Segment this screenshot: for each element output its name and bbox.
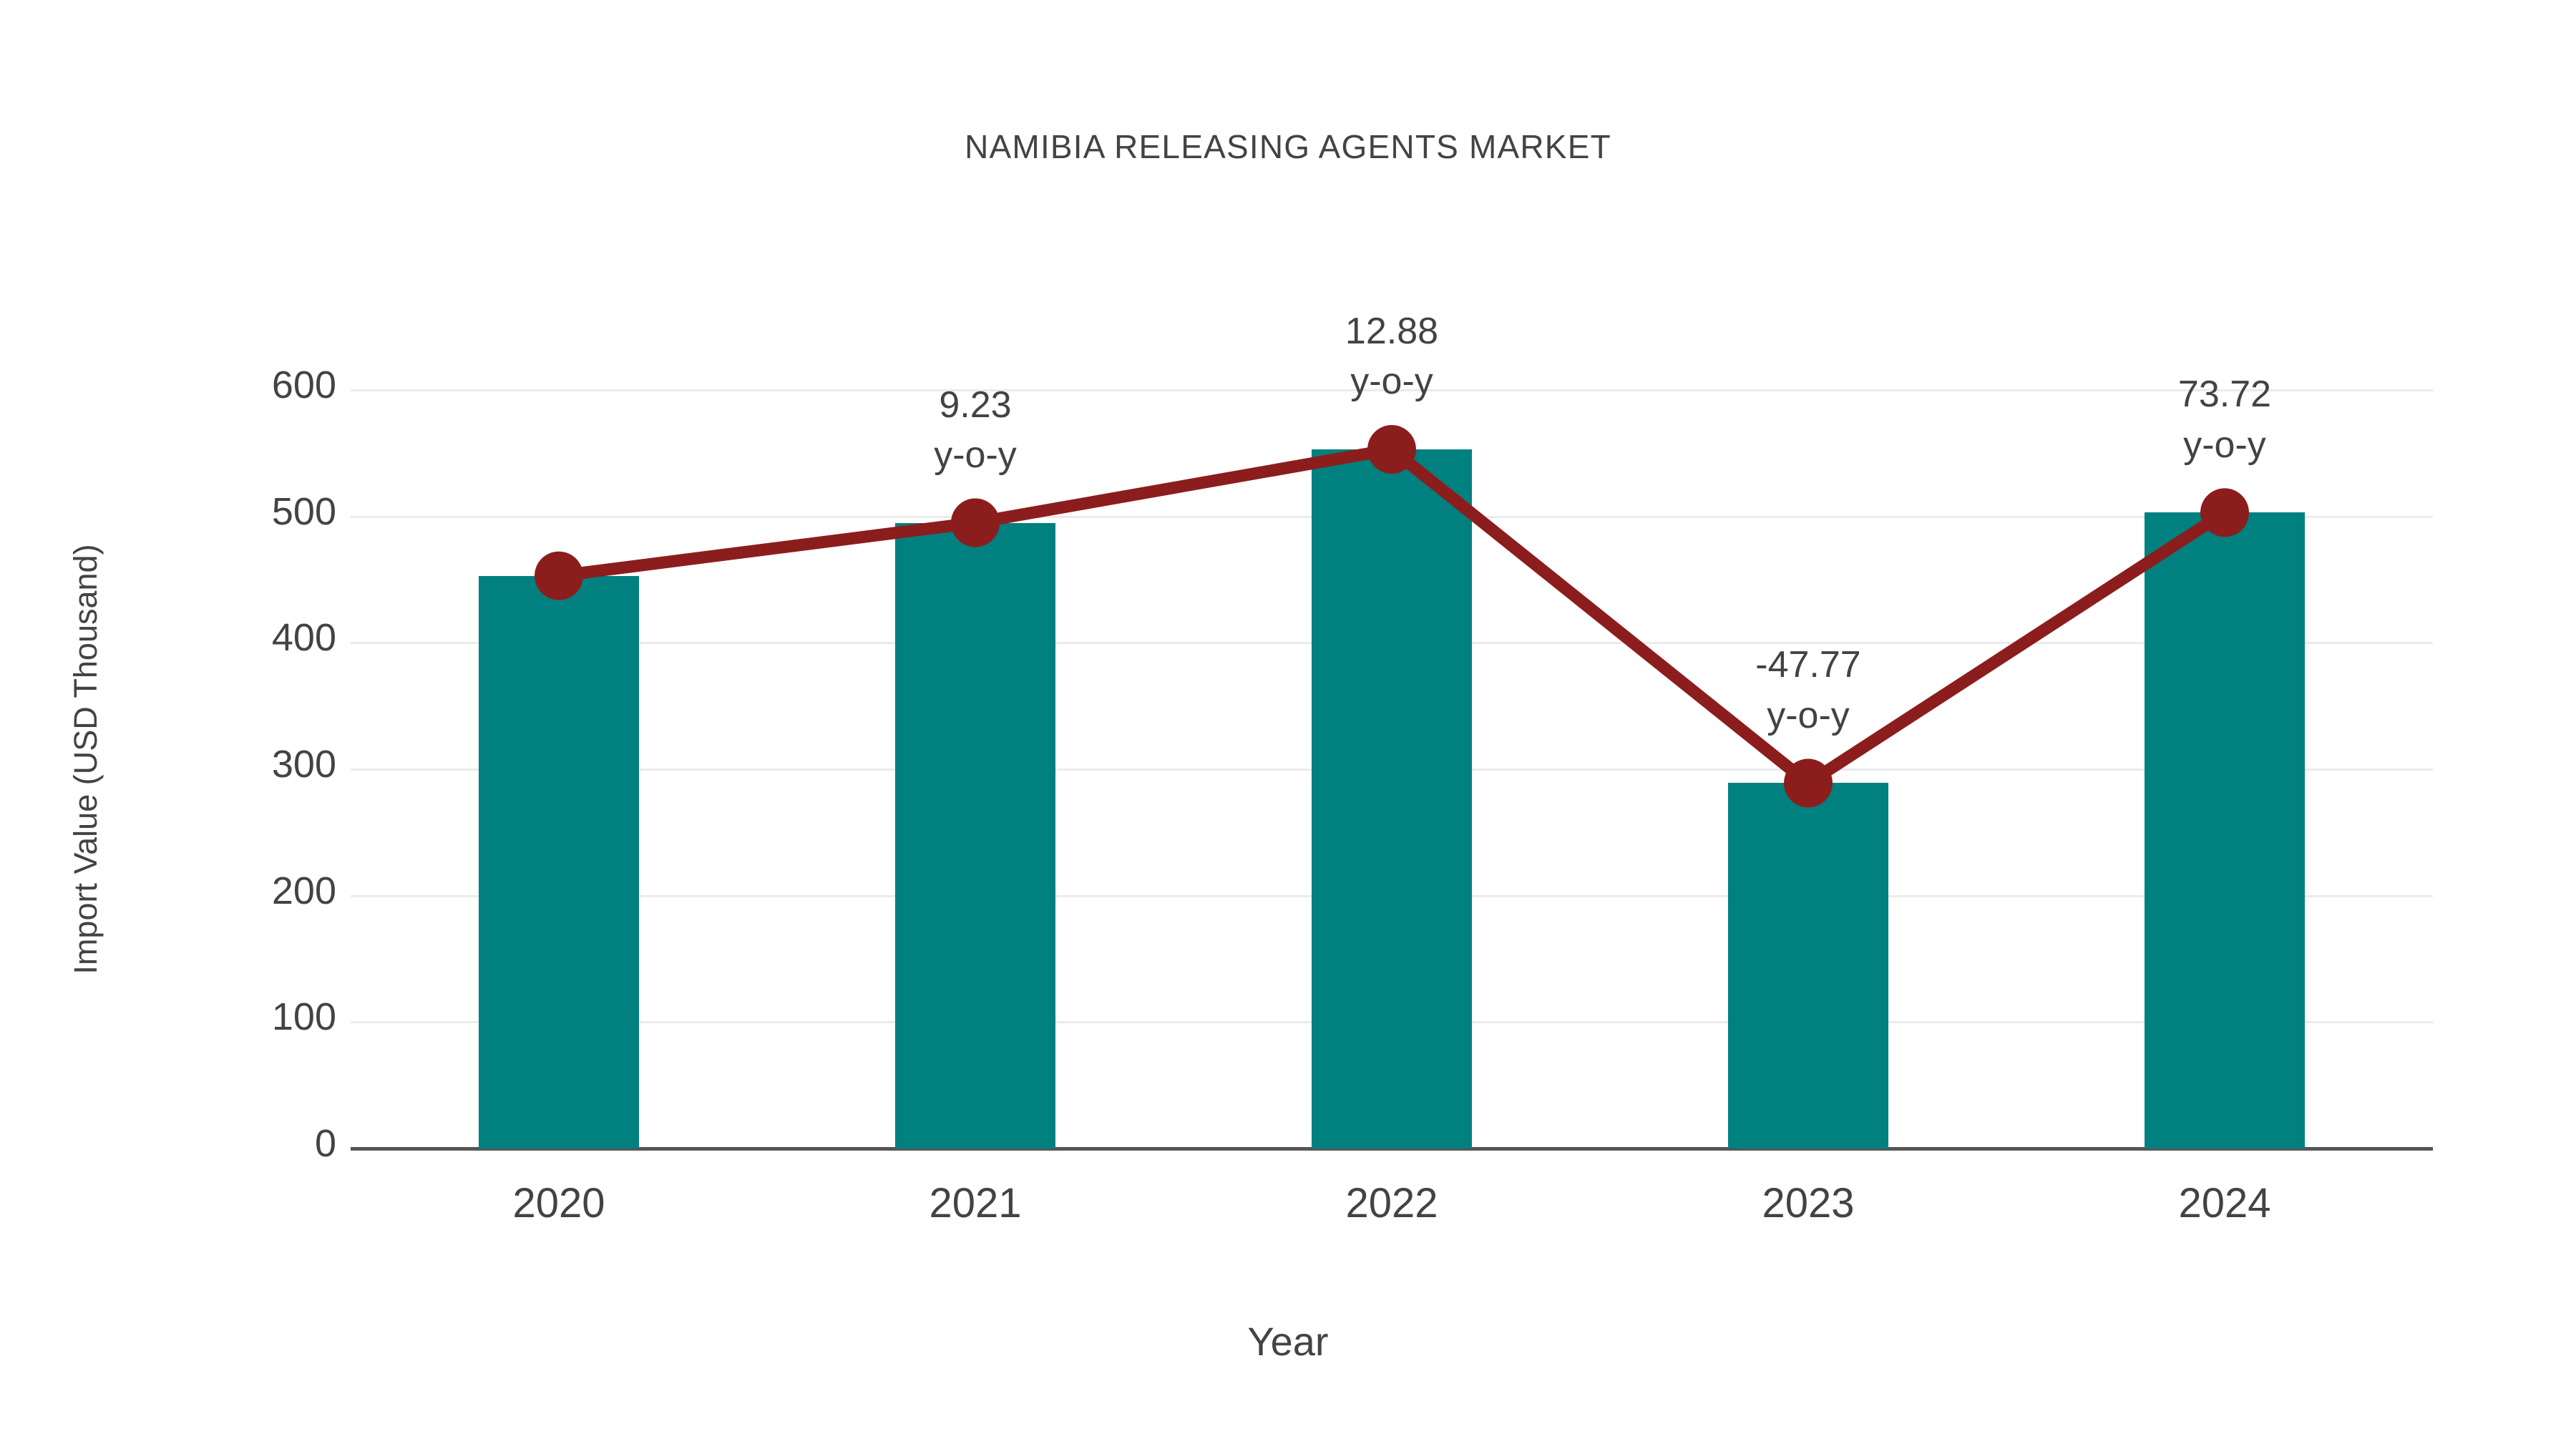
gridline	[351, 389, 2433, 391]
line-marker-2022[interactable]	[1367, 425, 1416, 474]
x-axis-title: Year	[1247, 1319, 1329, 1364]
line-marker-2020[interactable]	[535, 551, 583, 600]
line-marker-2023[interactable]	[1784, 758, 1833, 808]
trend-line	[552, 443, 2231, 789]
line-marker-2021[interactable]	[951, 498, 1000, 547]
chart-title: NAMIBIA RELEASING AGENTS MARKET	[965, 128, 1611, 165]
x-axis-line	[351, 1147, 2433, 1151]
line-marker-2024[interactable]	[2200, 488, 2249, 537]
